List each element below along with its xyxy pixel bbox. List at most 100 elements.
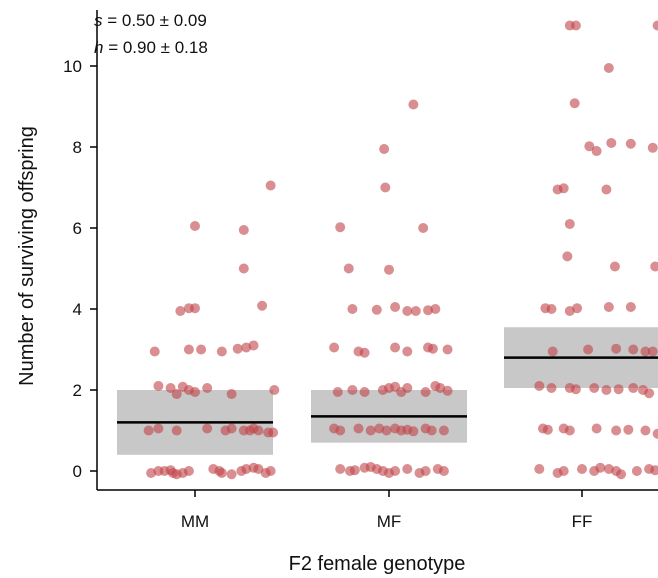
y-tick-label: 2: [73, 381, 82, 400]
point-ff: [562, 251, 573, 262]
point-ff: [601, 385, 612, 395]
point-ff: [650, 465, 658, 476]
point-mf: [335, 463, 346, 474]
point-mm: [232, 343, 243, 354]
point-mf: [420, 387, 431, 398]
point-ff: [628, 344, 639, 355]
point-mm: [238, 225, 249, 236]
point-ff: [534, 380, 545, 391]
point-mm: [153, 423, 164, 434]
point-ff: [606, 137, 617, 148]
point-mm: [165, 382, 176, 393]
point-mf: [442, 344, 453, 355]
point-ff: [591, 423, 602, 434]
point-mf: [410, 306, 421, 317]
point-mm: [183, 344, 194, 355]
point-mf: [365, 425, 376, 436]
point-mf: [438, 466, 449, 476]
point-mm: [253, 425, 264, 436]
annotation-text-2: = 0.90 ± 0.18: [103, 38, 207, 57]
point-ff: [628, 382, 639, 393]
point-ff: [558, 183, 569, 194]
point-mm: [196, 344, 207, 355]
point-mf: [380, 182, 391, 193]
point-mf: [438, 425, 449, 436]
point-ff: [650, 261, 658, 272]
axes: 0 2 4 6 8 10 MM MF FF: [63, 10, 658, 531]
point-ff: [611, 425, 622, 436]
point-mm: [216, 346, 227, 357]
y-axis-title: Number of surviving offspring: [16, 126, 38, 386]
point-mf: [402, 382, 413, 393]
point-mm: [153, 380, 164, 391]
point-mf: [343, 263, 354, 274]
point-ff: [623, 424, 634, 435]
point-mf: [426, 425, 437, 436]
point-mf: [418, 223, 429, 233]
point-mm: [190, 220, 200, 231]
point-ff: [584, 141, 595, 152]
point-mf: [335, 222, 346, 233]
annotation-symbol-2: h: [94, 38, 103, 57]
point-mm: [265, 180, 276, 191]
point-mf: [371, 304, 382, 315]
y-tick-label: 10: [63, 57, 82, 76]
point-mf: [420, 466, 431, 476]
point-mm: [257, 300, 268, 311]
median-lines: [117, 356, 658, 424]
point-mm: [149, 346, 160, 357]
point-mf: [347, 304, 358, 314]
point-mf: [349, 465, 360, 476]
point-mf: [335, 425, 346, 436]
point-mf: [427, 343, 438, 354]
point-mm: [226, 389, 237, 400]
point-mm: [248, 340, 259, 351]
point-mm: [202, 423, 213, 434]
point-mf: [359, 387, 370, 398]
point-ff: [603, 63, 614, 74]
point-mf: [384, 264, 394, 275]
point-mm: [226, 469, 237, 480]
point-ff: [625, 301, 636, 312]
point-mf: [347, 385, 358, 395]
point-mf: [442, 385, 453, 396]
point-mm: [238, 263, 249, 274]
point-ff: [631, 466, 642, 476]
point-ff: [546, 304, 557, 314]
point-mm: [171, 425, 182, 436]
point-ff: [564, 218, 575, 229]
point-ff: [616, 469, 627, 480]
point-mm: [226, 423, 237, 434]
point-mf: [381, 425, 392, 436]
annotation-line-2: h = 0.90 ± 0.18: [94, 38, 208, 57]
data-points: [143, 20, 658, 480]
point-ff: [577, 463, 587, 474]
point-mf: [359, 347, 370, 358]
point-ff: [611, 343, 622, 354]
point-mm: [190, 303, 200, 314]
point-mm: [175, 306, 186, 317]
point-ff: [591, 146, 602, 157]
point-ff: [647, 142, 658, 153]
point-mm: [265, 466, 276, 476]
point-ff: [595, 462, 606, 473]
point-ff: [647, 346, 658, 357]
point-ff: [589, 382, 600, 393]
point-ff: [572, 303, 583, 314]
point-ff: [613, 384, 624, 395]
point-mf: [390, 466, 401, 476]
annotation-text-1: = 0.50 ± 0.09: [103, 11, 207, 30]
annotation-line-1: s = 0.50 ± 0.09: [94, 11, 207, 30]
point-ff: [583, 344, 594, 355]
point-mf: [353, 423, 364, 434]
point-ff: [640, 425, 651, 436]
point-ff: [542, 424, 553, 435]
y-tick-label: 0: [73, 462, 82, 481]
point-ff: [564, 425, 575, 436]
point-mm: [143, 425, 154, 436]
point-ff: [534, 463, 545, 474]
point-mf: [390, 342, 401, 353]
point-ff: [603, 301, 614, 312]
point-mf: [408, 99, 419, 110]
